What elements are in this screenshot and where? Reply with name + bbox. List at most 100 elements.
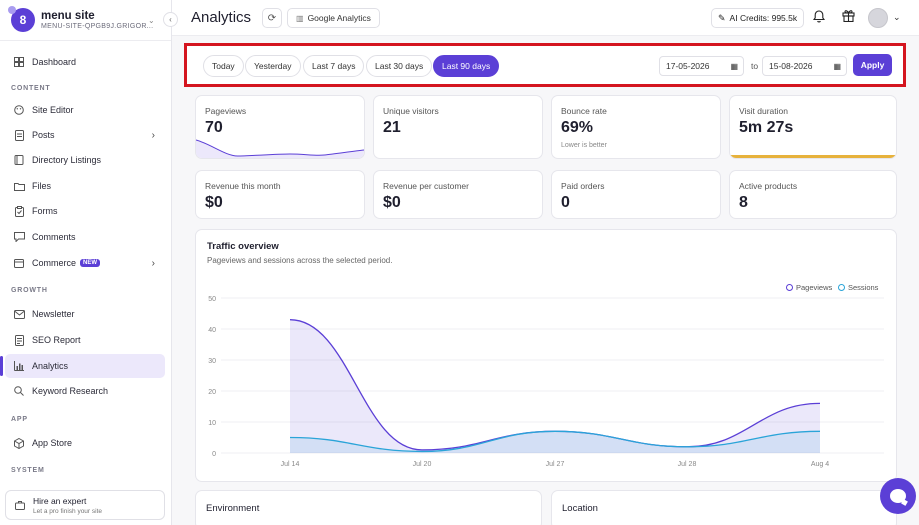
hire-title: Hire an expert — [33, 495, 87, 506]
sidebar-item-label: Dashboard — [32, 57, 77, 67]
section-label-content: CONTENT — [11, 85, 51, 92]
site-name: menu site — [41, 10, 95, 22]
stat-note: Lower is better — [561, 142, 607, 149]
stat-value: $0 — [383, 194, 401, 211]
y-tick-label: 40 — [208, 327, 216, 334]
chevron-right-icon: › — [151, 129, 155, 141]
folder-icon — [13, 180, 25, 192]
top-header: Analytics ⟳ ▥ Google Analytics ✎ AI Cred… — [172, 0, 919, 36]
hire-expert-button[interactable]: Hire an expert Let a pro finish your sit… — [5, 490, 165, 520]
traffic-overview-card: Traffic overview Pageviews and sessions … — [195, 229, 897, 482]
sidebar-item-seo-report[interactable]: SEO Report — [5, 328, 165, 352]
stat-card-paid-orders: Paid orders 0 — [551, 170, 721, 219]
section-label-app: APP — [11, 416, 28, 423]
series-area-pageviews — [290, 319, 820, 453]
environment-title: Environment — [206, 503, 260, 514]
sidebar-item-label: Commerce — [32, 258, 77, 268]
sidebar-item-label: App Store — [32, 438, 73, 448]
range-yesterday-button[interactable]: Yesterday — [245, 55, 301, 77]
traffic-chart: 0 10 20 30 40 50 Jul 14 Jul 20 Jul 27 Jul 28 Aug 4 — [208, 296, 884, 468]
avatar[interactable] — [868, 8, 888, 28]
site-switcher[interactable]: 8 menu site MENU-SITE-QPGB9J.GRIGOR... — [8, 6, 161, 33]
stat-value: 0 — [561, 194, 570, 211]
stat-value: 21 — [383, 119, 401, 136]
apply-button[interactable]: Apply — [853, 54, 892, 76]
sidebar-item-forms[interactable]: Forms — [5, 199, 165, 223]
section-label-system: SYSTEM — [11, 467, 45, 474]
y-tick-label: 20 — [208, 389, 216, 396]
sidebar-item-files[interactable]: Files — [5, 174, 165, 198]
location-card: Location — [551, 490, 897, 525]
stat-card-revenue-per-customer: Revenue per customer $0 — [373, 170, 543, 219]
stat-card-visit-duration: Visit duration 5m 27s — [729, 95, 897, 159]
x-tick-label: Jul 14 — [281, 461, 300, 468]
bar-chart-icon — [13, 360, 25, 372]
chevron-right-icon: › — [151, 257, 155, 269]
x-tick-label: Aug 4 — [811, 461, 829, 468]
x-tick-label: Jul 20 — [413, 461, 432, 468]
ai-credits-button[interactable]: ✎ AI Credits: 995.5k — [711, 8, 805, 28]
calendar-icon[interactable]: ▦ — [833, 61, 841, 71]
sidebar-item-analytics[interactable]: Analytics — [0, 354, 165, 378]
sidebar-item-app-store[interactable]: App Store — [5, 431, 165, 455]
chat-support-button[interactable] — [880, 478, 916, 514]
from-date-value: 17-05-2026 — [666, 61, 710, 71]
stat-card-active-products: Active products 8 — [729, 170, 897, 219]
sidebar-item-label: Newsletter — [32, 309, 75, 319]
site-domain: MENU-SITE-QPGB9J.GRIGOR... — [41, 23, 154, 30]
collapse-sidebar-button[interactable]: ‹ — [163, 12, 178, 27]
sidebar-item-commerce[interactable]: Commerce NEW › — [5, 251, 165, 275]
refresh-button[interactable]: ⟳ — [262, 8, 282, 28]
sidebar-item-label: SEO Report — [32, 335, 81, 345]
legend-label: Pageviews — [796, 283, 833, 292]
to-date-input[interactable]: 15-08-2026 ▦ — [762, 56, 847, 76]
package-icon — [13, 437, 25, 449]
y-tick-label: 50 — [208, 296, 216, 303]
site-logo: 8 — [8, 6, 35, 32]
from-date-input[interactable]: 17-05-2026 ▦ — [659, 56, 744, 76]
series-area-sessions — [290, 431, 820, 453]
legend-label: Sessions — [848, 283, 879, 292]
bar-chart-icon: ▥ — [296, 13, 304, 23]
y-tick-label: 30 — [208, 358, 216, 365]
environment-card: Environment — [195, 490, 542, 525]
y-tick-label: 0 — [212, 451, 216, 458]
sidebar-item-comments[interactable]: Comments — [5, 225, 165, 249]
range-today-button[interactable]: Today — [203, 55, 244, 77]
chevron-down-icon[interactable]: ⌄ — [893, 12, 901, 22]
google-analytics-label: Google Analytics — [307, 13, 371, 23]
sidebar-item-dashboard[interactable]: Dashboard — [5, 50, 165, 74]
gift-icon[interactable] — [842, 9, 855, 25]
sidebar-item-posts[interactable]: Posts › — [5, 123, 165, 147]
sidebar-item-label: Files — [32, 181, 52, 191]
stat-card-bounce-rate: Bounce rate 69% Lower is better — [551, 95, 721, 159]
magic-wand-icon: ✎ — [718, 12, 726, 23]
range-last-90-days-button[interactable]: Last 90 days — [433, 55, 500, 77]
page-title: Analytics — [191, 9, 252, 26]
stat-label: Visit duration — [739, 106, 788, 116]
sidebar-item-label: Analytics — [32, 361, 69, 371]
range-last-30-days-button[interactable]: Last 30 days — [366, 55, 433, 77]
sidebar-item-label: Comments — [32, 232, 76, 242]
refresh-icon: ⟳ — [267, 12, 277, 24]
book-icon — [13, 154, 25, 166]
palette-icon — [13, 104, 25, 116]
range-last-7-days-button[interactable]: Last 7 days — [303, 55, 365, 77]
clipboard-icon — [13, 205, 25, 217]
bell-icon[interactable] — [812, 10, 826, 26]
google-analytics-button[interactable]: ▥ Google Analytics — [287, 8, 380, 28]
sidebar-item-newsletter[interactable]: Newsletter — [5, 302, 165, 326]
legend-sessions[interactable]: Sessions — [838, 283, 878, 292]
sidebar: 8 menu site MENU-SITE-QPGB9J.GRIGOR... ⌄… — [0, 0, 178, 525]
sidebar-item-keyword-research[interactable]: Keyword Research — [5, 379, 165, 403]
legend-marker — [838, 284, 845, 291]
stat-value: 70 — [205, 119, 223, 136]
chevron-down-icon[interactable]: ⌄ — [148, 16, 155, 25]
y-tick-label: 10 — [208, 420, 216, 427]
sidebar-item-label: Site Editor — [32, 105, 74, 115]
chart-subtitle: Pageviews and sessions across the select… — [207, 256, 393, 265]
sidebar-item-directory-listings[interactable]: Directory Listings — [5, 148, 165, 172]
sidebar-item-site-editor[interactable]: Site Editor — [5, 98, 165, 122]
legend-pageviews[interactable]: Pageviews — [786, 283, 832, 292]
calendar-icon[interactable]: ▦ — [730, 61, 738, 71]
